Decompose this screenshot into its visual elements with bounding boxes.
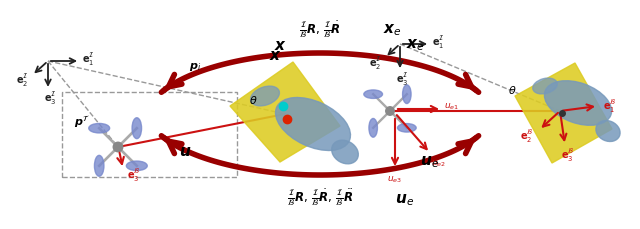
Ellipse shape [545,81,612,126]
Text: $\theta$: $\theta$ [508,84,516,95]
Text: $u_{e1}$: $u_{e1}$ [444,101,460,112]
Polygon shape [230,63,340,162]
Text: $\frac{\mathcal{I}}{\mathcal{B}}\boldsymbol{R},\,\frac{\mathcal{I}}{\mathcal{B}}: $\frac{\mathcal{I}}{\mathcal{B}}\boldsym… [287,187,353,207]
Ellipse shape [95,156,104,177]
Text: $\mathbf{e}_3^{\mathcal{I}}$: $\mathbf{e}_3^{\mathcal{I}}$ [44,90,56,106]
Text: $\theta$: $\theta$ [249,94,257,106]
Text: $u_{e2}$: $u_{e2}$ [431,158,445,169]
Text: $\boldsymbol{p}_i$: $\boldsymbol{p}_i$ [189,61,201,73]
Text: $\mathbf{e}_1^{\mathcal{B}}$: $\mathbf{e}_1^{\mathcal{B}}$ [604,98,617,114]
Ellipse shape [532,79,557,95]
Text: $\boldsymbol{u}$: $\boldsymbol{u}$ [179,144,191,159]
Ellipse shape [251,87,280,106]
Text: $\mathbf{e}_2^{\mathcal{B}}$: $\mathbf{e}_2^{\mathcal{B}}$ [520,128,534,144]
Text: $\boldsymbol{u}_e$: $\boldsymbol{u}_e$ [420,153,440,169]
Text: $\frac{\mathcal{I}}{\mathcal{B}}\boldsymbol{R},\,\frac{\mathcal{I}}{\mathcal{B}}: $\frac{\mathcal{I}}{\mathcal{B}}\boldsym… [299,20,341,40]
Text: $\mathbf{e}_2^{\mathcal{I}}$: $\mathbf{e}_2^{\mathcal{I}}$ [369,55,381,71]
Ellipse shape [332,141,358,164]
Text: $\boldsymbol{x}_e$: $\boldsymbol{x}_e$ [383,22,401,38]
Text: $\mathbf{e}_3^{\mathcal{B}}$: $\mathbf{e}_3^{\mathcal{B}}$ [561,147,575,164]
Circle shape [386,107,394,116]
Text: $\boldsymbol{x}_e$: $\boldsymbol{x}_e$ [406,37,424,53]
Text: $\mathbf{e}_2^{\mathcal{I}}$: $\mathbf{e}_2^{\mathcal{I}}$ [15,73,28,89]
Ellipse shape [364,90,383,99]
Ellipse shape [132,118,141,139]
Text: $u_{e3}$: $u_{e3}$ [387,174,403,184]
Text: $\boldsymbol{x}$: $\boldsymbol{x}$ [273,37,287,52]
Text: $\mathbf{e}_3^{\mathcal{B}}$: $\mathbf{e}_3^{\mathcal{B}}$ [127,167,141,183]
Text: $\boldsymbol{p}^{\mathcal{T}}$: $\boldsymbol{p}^{\mathcal{T}}$ [74,114,90,129]
Ellipse shape [397,124,416,133]
Text: $\mathbf{e}_1^{\mathcal{I}}$: $\mathbf{e}_1^{\mathcal{I}}$ [82,52,94,68]
Text: $\boldsymbol{x}$: $\boldsymbol{x}$ [269,47,282,62]
Ellipse shape [126,161,147,171]
Ellipse shape [369,119,378,138]
Text: $\mathbf{e}_1^{\mathcal{I}}$: $\mathbf{e}_1^{\mathcal{I}}$ [431,35,444,51]
Text: $\boldsymbol{u}_e$: $\boldsymbol{u}_e$ [396,191,415,207]
Text: $\mathbf{e}_3^{\mathcal{I}}$: $\mathbf{e}_3^{\mathcal{I}}$ [396,72,408,88]
Polygon shape [515,64,612,163]
Ellipse shape [596,121,620,142]
Ellipse shape [89,124,109,133]
Ellipse shape [403,85,411,104]
Circle shape [113,143,123,152]
Ellipse shape [276,98,351,151]
